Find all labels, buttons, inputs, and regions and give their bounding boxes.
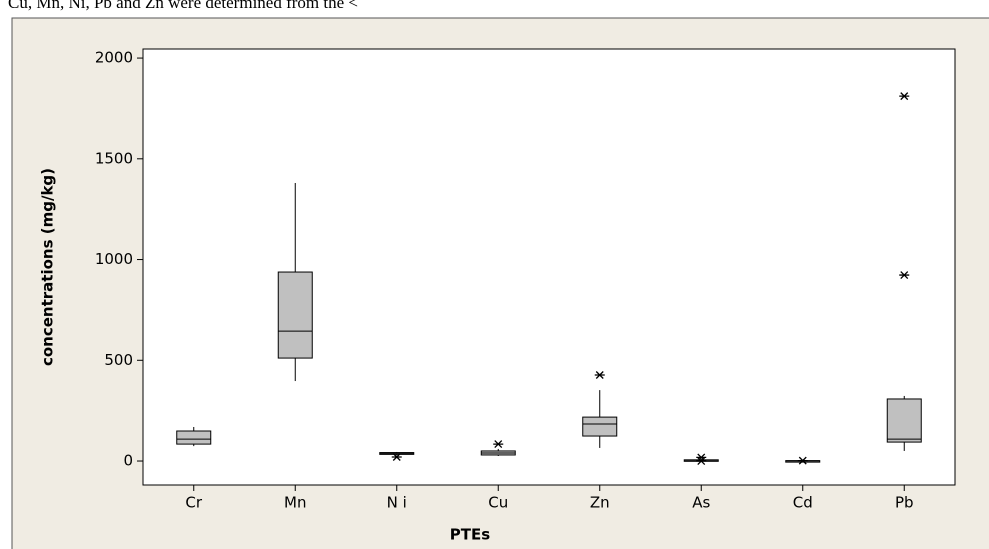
x-tick-label: Zn [590,494,610,512]
y-tick-label: 1500 [95,149,133,167]
outlier [594,371,605,379]
outlier [899,92,910,101]
outlier [696,457,707,465]
outlier [899,271,910,280]
x-axis-label: PTEs [450,526,490,544]
box [886,398,922,443]
x-tick-label: As [692,494,710,512]
y-axis-label: concentrations (mg/kg) [39,168,57,366]
x-tick-label: Mn [284,494,306,512]
y-tick-label: 500 [104,351,133,369]
y-tick-label: 1000 [95,250,133,268]
x-tick-label: Cd [793,494,813,512]
outlier [391,453,402,461]
box [277,271,313,359]
box [582,416,618,437]
document-text: Cu, Mn, Ni, Pb and Zn were determined fr… [8,0,358,12]
x-tick-label: Pb [895,494,914,512]
box [176,430,212,445]
y-tick-label: 2000 [95,49,133,67]
outlier [493,440,504,449]
plot-area [142,48,956,486]
outlier [797,456,808,465]
y-tick-label: 0 [123,452,133,470]
x-tick-label: N i [387,494,407,512]
x-tick-label: Cu [488,494,508,512]
x-tick-label: Cr [185,494,202,512]
